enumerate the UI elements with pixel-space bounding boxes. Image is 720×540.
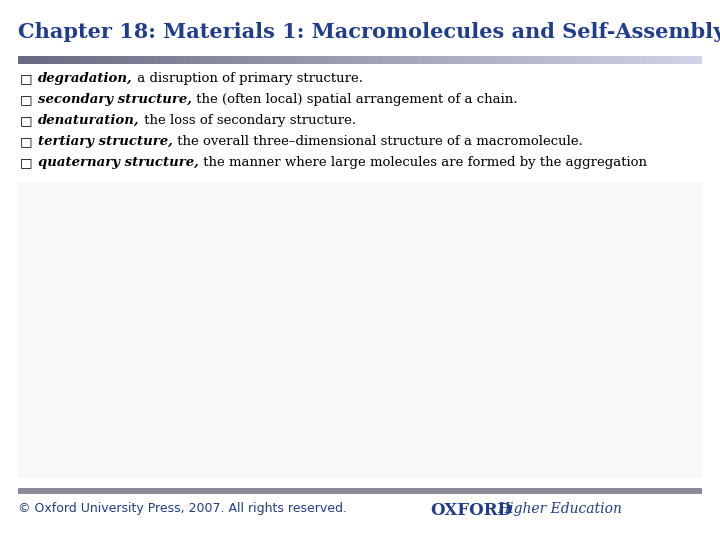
Bar [178,56,189,64]
Bar [622,56,634,64]
Bar [212,56,223,64]
Bar [18,56,30,64]
Text: the overall three–dimensional structure of a macromolecule.: the overall three–dimensional structure … [173,135,582,148]
Bar [166,56,178,64]
Bar [508,56,520,64]
Bar [679,56,690,64]
Text: secondary structure,: secondary structure, [38,93,192,106]
Bar [18,488,702,494]
Bar [383,56,395,64]
Bar [531,56,542,64]
Bar [372,56,383,64]
Bar [75,56,86,64]
Text: □: □ [20,93,32,106]
Bar [542,56,554,64]
Bar [269,56,280,64]
Bar [325,56,337,64]
Text: □: □ [20,72,32,85]
Bar [577,56,588,64]
Bar [474,56,485,64]
Bar [18,182,702,478]
Bar [611,56,622,64]
Bar [143,56,155,64]
Text: the loss of secondary structure.: the loss of secondary structure. [140,114,356,127]
Text: □: □ [20,156,32,169]
Bar [292,56,303,64]
Bar [63,56,75,64]
Bar [337,56,348,64]
Bar [41,56,52,64]
Bar [98,56,109,64]
Bar [200,56,212,64]
Bar [497,56,508,64]
Bar [463,56,474,64]
Bar [565,56,577,64]
Text: a disruption of primary structure.: a disruption of primary structure. [132,72,363,85]
Bar [246,56,258,64]
Bar [30,56,41,64]
Text: the manner where large molecules are formed by the aggregation: the manner where large molecules are for… [199,156,647,169]
Text: degradation,: degradation, [38,72,132,85]
Text: denaturation,: denaturation, [38,114,140,127]
Bar [395,56,405,64]
Text: □: □ [20,114,32,127]
Bar [189,56,200,64]
Bar [86,56,98,64]
Bar [520,56,531,64]
Bar [155,56,166,64]
Bar [599,56,611,64]
Bar [634,56,645,64]
Bar [315,56,325,64]
Text: Higher Education: Higher Education [497,502,622,516]
Bar [554,56,565,64]
Bar [428,56,440,64]
Bar [645,56,657,64]
Bar [348,56,360,64]
Bar [417,56,428,64]
Text: the (often local) spatial arrangement of a chain.: the (often local) spatial arrangement of… [192,93,518,106]
Bar [121,56,132,64]
Bar [132,56,143,64]
Text: © Oxford University Press, 2007. All rights reserved.: © Oxford University Press, 2007. All rig… [18,502,347,515]
Text: Chapter 18: Materials 1: Macromolecules and Self-Assembly: Chapter 18: Materials 1: Macromolecules … [18,22,720,42]
Bar [668,56,679,64]
Bar [280,56,292,64]
Bar [223,56,235,64]
Bar [657,56,668,64]
Bar [235,56,246,64]
Bar [451,56,462,64]
Text: tertiary structure,: tertiary structure, [38,135,173,148]
Bar [485,56,497,64]
Bar [303,56,315,64]
Text: OXFORD: OXFORD [430,502,512,519]
Bar [360,56,372,64]
Bar [109,56,121,64]
Text: □: □ [20,135,32,148]
Bar [405,56,417,64]
Text: quaternary structure,: quaternary structure, [38,156,199,169]
Bar [440,56,451,64]
Bar [258,56,269,64]
Bar [53,56,63,64]
Bar [588,56,599,64]
Bar [690,56,702,64]
